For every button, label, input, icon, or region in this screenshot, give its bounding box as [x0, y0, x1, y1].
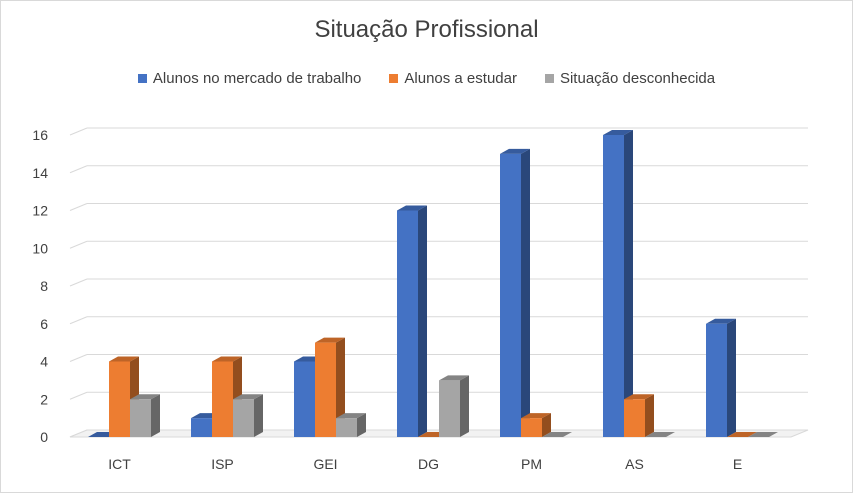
bar-side: [357, 413, 366, 437]
bar: [624, 399, 645, 437]
bar-top: [130, 394, 160, 400]
gridline-diagonal: [69, 127, 88, 136]
bar-top: [336, 413, 366, 419]
bar-side: [521, 148, 530, 437]
bar-top: [500, 148, 530, 154]
y-tick-label: 8: [40, 278, 48, 294]
x-tick-label: GEI: [313, 456, 337, 472]
y-tick-label: 10: [32, 240, 48, 256]
x-tick-label: ICT: [108, 456, 131, 472]
bar-top: [315, 337, 345, 343]
x-tick-label: AS: [625, 456, 644, 472]
bar: [233, 399, 254, 437]
bar-top: [397, 205, 427, 211]
bar-top: [521, 413, 551, 419]
legend-swatch-studying: [389, 74, 399, 83]
bar-side: [151, 394, 160, 437]
bar: [521, 418, 542, 437]
y-tick-label: 4: [40, 354, 48, 370]
legend-swatch-employed: [137, 74, 147, 83]
bar: [397, 210, 418, 437]
bar-top: [624, 394, 654, 400]
bar-top: [439, 375, 469, 381]
gridline-diagonal: [69, 165, 88, 174]
bar: [500, 153, 521, 437]
gridline-diagonal: [69, 354, 88, 362]
bar: [603, 135, 624, 437]
legend-swatch-unknown: [544, 74, 554, 83]
bar-side: [624, 130, 633, 437]
bar-side: [645, 394, 654, 437]
bar-top: [542, 432, 572, 437]
legend-item-employed: Alunos no mercado de trabalho: [137, 70, 362, 87]
gridline-diagonal: [69, 278, 88, 287]
bar: [294, 361, 315, 437]
bar-top: [212, 356, 242, 362]
y-tick-label: 12: [32, 203, 48, 219]
bar: [109, 361, 130, 437]
bar-top: [603, 130, 633, 135]
bar: [439, 380, 460, 437]
gridline-diagonal: [69, 203, 88, 211]
chart-title: Situação Profissional: [314, 16, 539, 43]
legend-item-studying: Alunos a estudar: [389, 70, 517, 87]
y-tick-label: 14: [32, 165, 48, 181]
bar: [336, 418, 357, 437]
x-tick-label: ISP: [211, 456, 234, 472]
legend-label-employed: Alunos no mercado de trabalho: [152, 70, 362, 87]
bar: [191, 418, 212, 437]
y-tick-label: 16: [32, 127, 48, 143]
bar: [212, 361, 233, 437]
bar: [315, 342, 336, 437]
x-tick-label: E: [733, 456, 742, 472]
legend-item-unknown: Situação desconhecida: [544, 70, 716, 87]
bar-top: [109, 356, 139, 362]
bar-top: [748, 432, 778, 437]
bar-top: [727, 432, 757, 437]
gridline-diagonal: [69, 391, 88, 400]
y-tick-label: 6: [40, 316, 48, 332]
bar-side: [542, 413, 551, 437]
x-tick-label: DG: [418, 456, 439, 472]
bar-top: [706, 318, 736, 324]
bar-top: [645, 432, 675, 437]
legend: Alunos no mercado de trabalho Alunos a e…: [0, 70, 853, 87]
gridline-diagonal: [69, 240, 88, 249]
y-tick-label: 2: [40, 391, 48, 407]
gridline-diagonal: [69, 316, 88, 325]
bar-side: [727, 318, 736, 437]
bar-side: [460, 375, 469, 437]
bar-side: [336, 337, 345, 437]
bar-side: [418, 205, 427, 437]
bar: [130, 399, 151, 437]
legend-label-studying: Alunos a estudar: [404, 70, 517, 87]
y-tick-label: 0: [40, 429, 48, 445]
legend-label-unknown: Situação desconhecida: [559, 70, 716, 87]
x-tick-label: PM: [521, 456, 542, 472]
bar: [706, 323, 727, 437]
bar-side: [254, 394, 263, 437]
bar-top: [233, 394, 263, 400]
